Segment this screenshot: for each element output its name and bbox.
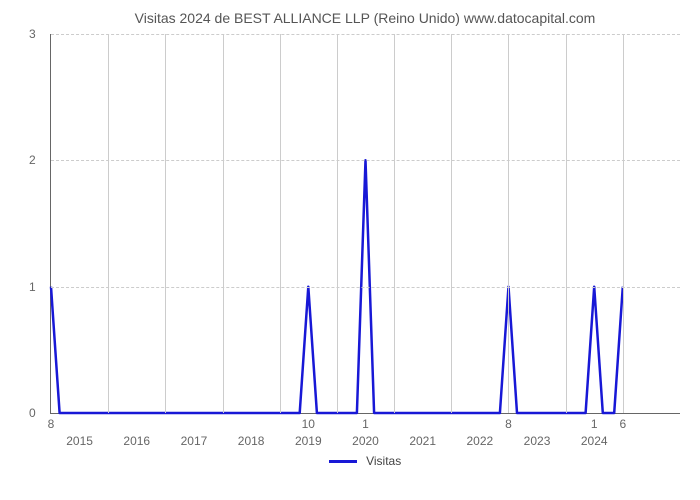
- plot-area: 0123201520162017201820192020202120222023…: [50, 34, 680, 414]
- point-label: 10: [302, 417, 315, 431]
- point-label: 8: [505, 417, 512, 431]
- x-tick: 2018: [238, 434, 265, 448]
- y-tick: 0: [29, 406, 36, 420]
- legend: Visitas: [50, 454, 680, 468]
- gridline-v: [280, 34, 281, 413]
- point-label: 1: [591, 417, 598, 431]
- x-tick: 2023: [524, 434, 551, 448]
- point-label: 6: [619, 417, 626, 431]
- point-label: 8: [48, 417, 55, 431]
- x-tick: 2015: [66, 434, 93, 448]
- x-tick: 2017: [181, 434, 208, 448]
- x-tick: 2022: [467, 434, 494, 448]
- gridline-v: [566, 34, 567, 413]
- line-plot-svg: [51, 34, 680, 413]
- y-tick: 3: [29, 27, 36, 41]
- legend-label: Visitas: [366, 454, 401, 468]
- chart-container: Visitas 2024 de BEST ALLIANCE LLP (Reino…: [0, 0, 700, 500]
- y-tick: 1: [29, 280, 36, 294]
- gridline-v: [394, 34, 395, 413]
- gridline-v: [223, 34, 224, 413]
- gridline-v: [337, 34, 338, 413]
- chart-title: Visitas 2024 de BEST ALLIANCE LLP (Reino…: [50, 10, 680, 26]
- x-tick: 2019: [295, 434, 322, 448]
- gridline-v: [108, 34, 109, 413]
- gridline-v: [623, 34, 624, 413]
- gridline-v: [451, 34, 452, 413]
- x-tick: 2020: [352, 434, 379, 448]
- legend-swatch: [329, 460, 357, 463]
- y-tick: 2: [29, 153, 36, 167]
- gridline-h: [51, 160, 680, 161]
- x-tick: 2021: [409, 434, 436, 448]
- gridline-v: [165, 34, 166, 413]
- gridline-v: [508, 34, 509, 413]
- gridline-h: [51, 287, 680, 288]
- point-label: 1: [362, 417, 369, 431]
- x-tick: 2016: [123, 434, 150, 448]
- x-tick: 2024: [581, 434, 608, 448]
- gridline-h: [51, 34, 680, 35]
